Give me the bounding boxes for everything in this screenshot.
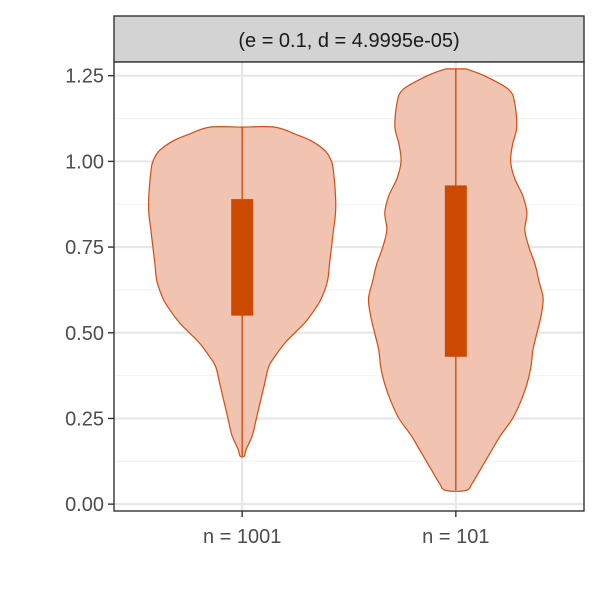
violin-iqr-box: [231, 199, 254, 316]
x-tick-label: n = 101: [422, 526, 489, 548]
x-tick-label: n = 1001: [203, 526, 281, 548]
y-tick-label: 0.75: [65, 237, 104, 259]
y-tick-label: 1.25: [65, 66, 104, 88]
x-axis: n = 1001 n = 101: [203, 511, 489, 548]
panel-border: [113, 61, 585, 512]
y-axis: 0.00 0.25 0.50 0.75 1.00 1.25: [65, 66, 114, 516]
facet-strip-label: (e = 0.1, d = 4.9995e-05): [238, 30, 459, 52]
y-tick-label: 0.50: [65, 323, 104, 345]
violins-layer: [147, 68, 544, 492]
facet-strip: (e = 0.1, d = 4.9995e-05): [113, 15, 585, 63]
y-tick-label: 0.00: [65, 494, 104, 516]
y-tick-label: 1.00: [65, 151, 104, 173]
y-tick-label: 0.25: [65, 408, 104, 430]
violin-iqr-box: [444, 185, 467, 357]
facet-strip-box: [113, 15, 585, 63]
